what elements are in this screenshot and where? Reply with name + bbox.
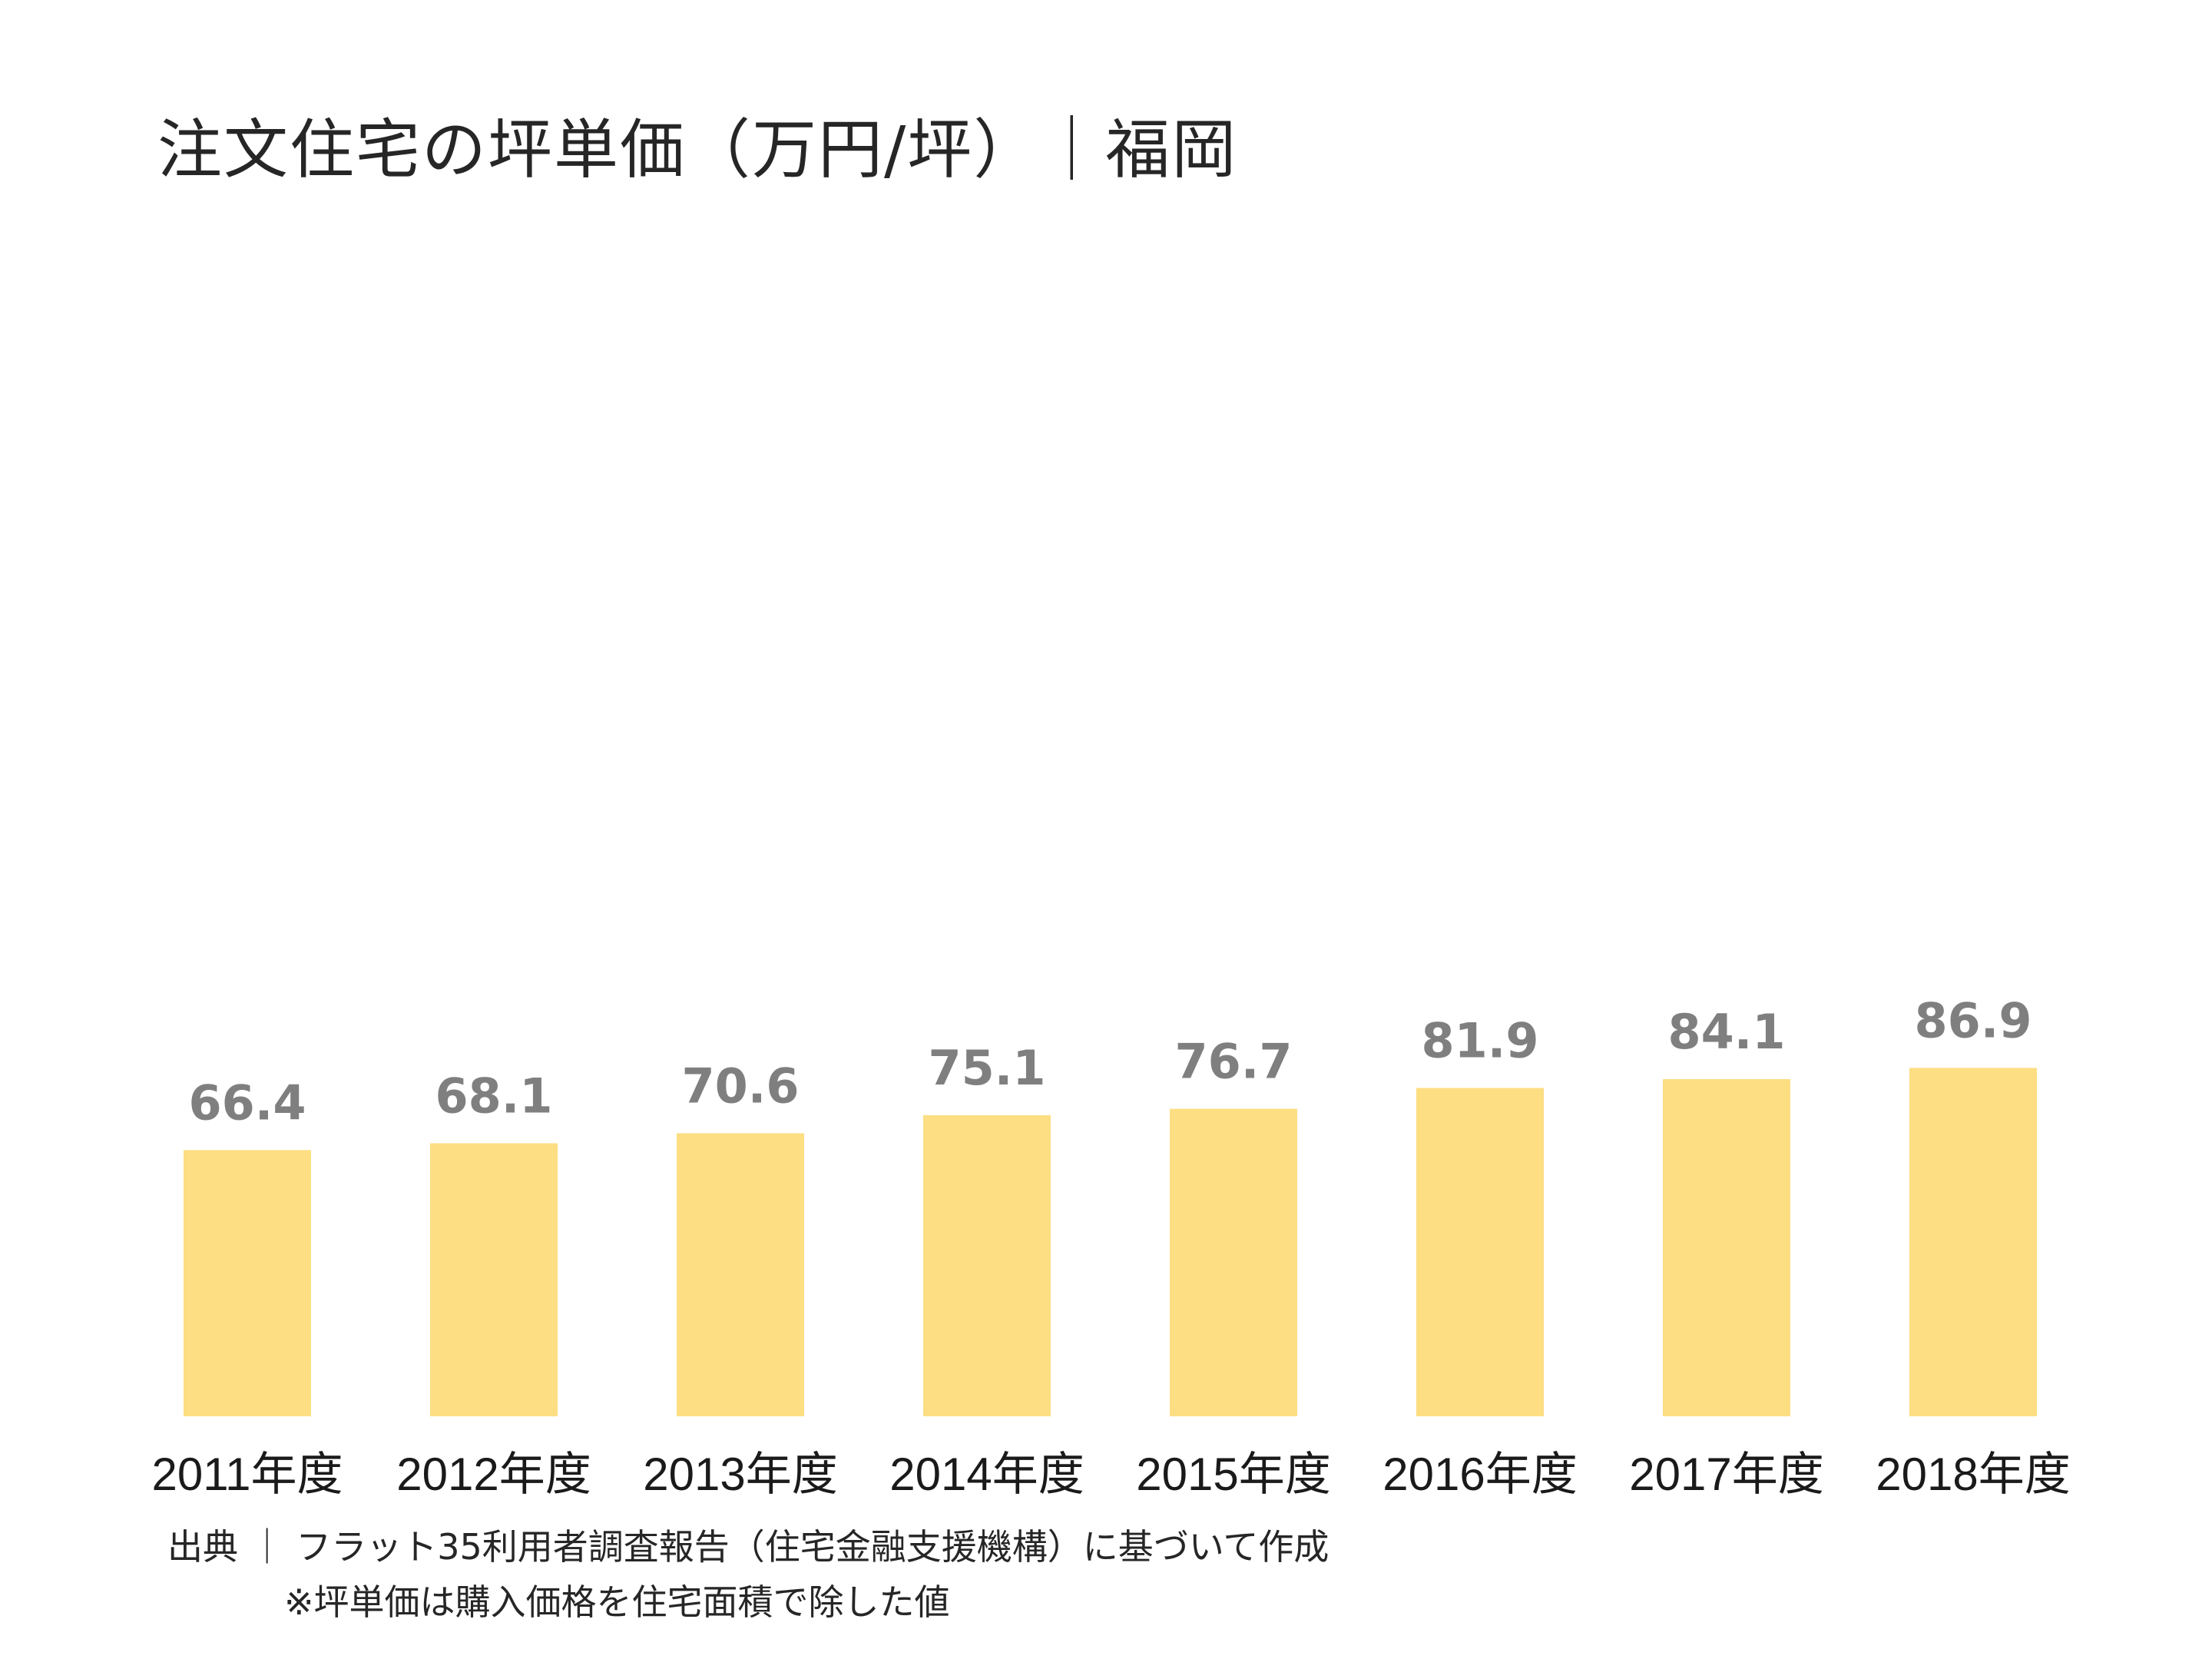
bar-value-label-2: 70.6	[682, 1058, 800, 1114]
chart-title: 注文住宅の坪単価（万円/坪）｜福岡	[157, 112, 1238, 187]
bar-0	[184, 1150, 311, 1416]
bar-2	[677, 1133, 804, 1416]
bar-3	[923, 1114, 1051, 1416]
bar-value-label-7: 86.9	[1915, 992, 2032, 1048]
footnote: ※坪単価は購入価格を住宅面積で除した値	[284, 1581, 950, 1623]
bar-7	[1909, 1068, 2037, 1416]
x-tick-label-0: 2011年度	[151, 1449, 343, 1500]
source-citation: 出典 ｜ フラット35利用者調査報告（住宅金融支援機構）に基づいて作成	[167, 1526, 1330, 1568]
bar-4	[1170, 1108, 1297, 1416]
x-tick-label-5: 2016年度	[1382, 1449, 1577, 1500]
x-tick-label-4: 2015年度	[1136, 1449, 1330, 1500]
x-tick-label-7: 2018年度	[1876, 1449, 2070, 1500]
bar-5	[1416, 1088, 1544, 1416]
bar-value-label-1: 68.1	[435, 1068, 553, 1124]
bar-6	[1663, 1078, 1790, 1416]
x-tick-label-2: 2013年度	[643, 1449, 837, 1500]
x-tick-label-6: 2017年度	[1629, 1449, 1823, 1500]
x-tick-label-3: 2014年度	[889, 1449, 1084, 1500]
bar-value-label-5: 81.9	[1422, 1012, 1539, 1068]
bar-value-label-0: 66.4	[189, 1075, 306, 1131]
bar-1	[430, 1143, 558, 1416]
bar-value-label-4: 76.7	[1175, 1034, 1293, 1090]
x-tick-label-1: 2012年度	[396, 1449, 591, 1500]
bar-value-label-3: 75.1	[929, 1040, 1046, 1096]
bar-value-label-6: 84.1	[1668, 1004, 1786, 1060]
